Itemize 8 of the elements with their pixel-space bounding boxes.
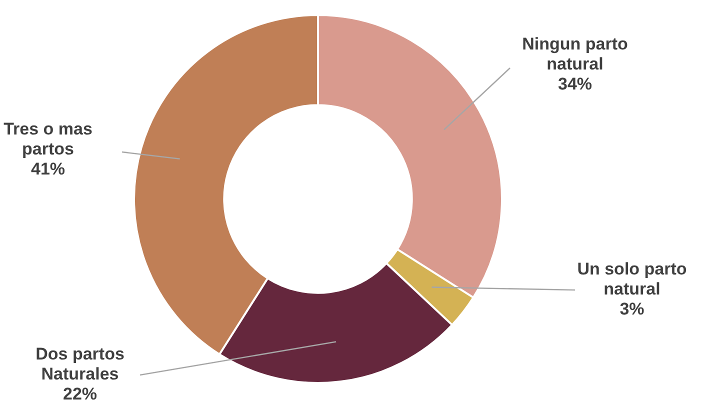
data-label: 22% <box>62 384 98 404</box>
data-label: 3% <box>620 300 644 319</box>
slice-label: Un solo parto natural <box>577 260 687 299</box>
data-label: 34% <box>558 74 592 94</box>
data-label: 41% <box>30 160 66 179</box>
slice-label: Tres o mas partos <box>4 120 92 159</box>
slice-label: Ningun parto natural <box>522 34 628 74</box>
slice-label: Dos partos Naturales <box>36 344 124 384</box>
